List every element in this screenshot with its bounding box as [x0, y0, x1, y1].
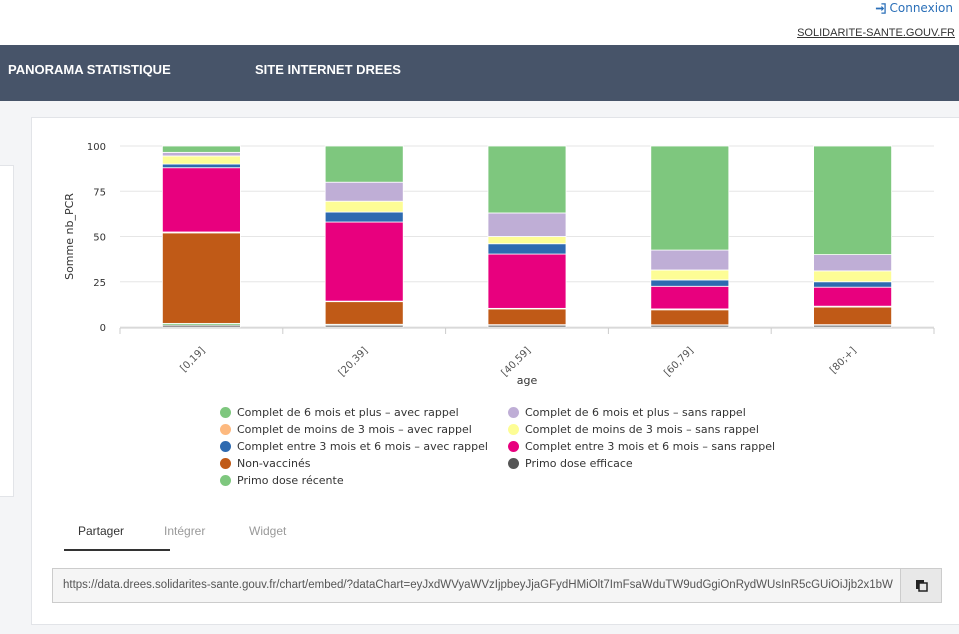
- y-tick-label: 25: [93, 278, 106, 289]
- bar-segment: [813, 286, 892, 307]
- bar-segment: [324, 301, 404, 325]
- bar-segment: [487, 212, 567, 237]
- legend-item[interactable]: Non-vaccinés: [220, 457, 310, 470]
- x-axis-label: age: [517, 374, 538, 387]
- bar-segment: [650, 145, 730, 251]
- legend-item[interactable]: Complet de moins de 3 mois – avec rappel: [220, 423, 472, 436]
- x-tick-label: [80;+]: [828, 345, 859, 376]
- bar-segment: [813, 270, 892, 283]
- login-link[interactable]: Connexion: [875, 1, 954, 15]
- legend-swatch: [508, 441, 519, 452]
- bar-segment: [813, 281, 892, 288]
- bar-segment: [324, 181, 404, 202]
- y-tick-label: 50: [93, 233, 106, 244]
- bar-segment: [161, 232, 241, 324]
- x-tick-label: [0,19]: [178, 345, 207, 374]
- navbar: PANORAMA STATISTIQUE SITE INTERNET DREES: [0, 45, 959, 101]
- bar-segment: [487, 253, 567, 309]
- active-tab-indicator: [64, 549, 170, 551]
- bar-segment: [813, 306, 892, 326]
- legend-swatch: [508, 407, 519, 418]
- sign-in-icon: [875, 2, 886, 14]
- legend-item[interactable]: Complet entre 3 mois et 6 mois – sans ra…: [508, 440, 775, 453]
- bar-segment: [650, 309, 730, 326]
- legend-label: Primo dose efficace: [525, 457, 633, 470]
- share-url-box: https://data.drees.solidarites-sante.gou…: [52, 568, 942, 603]
- bar-segment: [487, 243, 567, 255]
- bar-segment: [161, 167, 241, 233]
- legend-swatch: [220, 475, 231, 486]
- y-tick-label: 100: [87, 142, 106, 153]
- chart-card: 0 25 50 75 100 [0,19] [20,39] [40,59] [60,79] [80…: [31, 117, 959, 625]
- legend-item[interactable]: Complet de moins de 3 mois – sans rappel: [508, 423, 759, 436]
- bar-segment: [487, 308, 567, 326]
- legend-label: Non-vaccinés: [237, 457, 311, 470]
- bar-segment: [324, 221, 404, 302]
- bar-segment: [161, 145, 241, 153]
- nav-panorama-statistique[interactable]: PANORAMA STATISTIQUE: [8, 62, 171, 77]
- bar-segment: [487, 145, 567, 214]
- legend-item[interactable]: Complet de 6 mois et plus – sans rappel: [508, 406, 746, 419]
- bar-segment: [161, 155, 241, 165]
- bar-segment: [650, 285, 730, 310]
- x-tick-label: [60,79]: [662, 345, 696, 379]
- bar-segment: [324, 211, 404, 223]
- legend-swatch: [220, 407, 231, 418]
- legend-label: Complet de 6 mois et plus – sans rappel: [525, 406, 746, 419]
- site-link[interactable]: SOLIDARITE-SANTE.GOUV.FR: [797, 27, 955, 39]
- side-panel: [0, 165, 14, 497]
- legend-swatch: [220, 424, 231, 435]
- y-tick-label: 0: [100, 323, 106, 334]
- tab-integrer[interactable]: Intégrer: [164, 524, 206, 538]
- legend-swatch: [508, 458, 519, 469]
- legend-item[interactable]: Complet de 6 mois et plus – avec rappel: [220, 406, 459, 419]
- bar-segment: [650, 249, 730, 271]
- bar-segment: [487, 236, 567, 245]
- legend-label: Complet entre 3 mois et 6 mois – sans ra…: [525, 440, 776, 453]
- legend-label: Complet de 6 mois et plus – avec rappel: [237, 406, 459, 419]
- legend-label: Complet de moins de 3 mois – sans rappel: [525, 423, 759, 436]
- bar-segment: [650, 279, 730, 287]
- bar-segment: [813, 145, 892, 255]
- y-tick-label: 75: [93, 187, 106, 198]
- legend-label: Primo dose récente: [237, 474, 344, 487]
- tab-widget[interactable]: Widget: [249, 524, 287, 538]
- legend-swatch: [220, 441, 231, 452]
- x-tick-label: [20,39]: [337, 345, 371, 379]
- bar-segment: [650, 269, 730, 281]
- copy-icon: [915, 580, 928, 592]
- legend-item[interactable]: Primo dose efficace: [508, 457, 633, 470]
- bar-segment: [813, 254, 892, 272]
- top-bar: Connexion SOLIDARITE-SANTE.GOUV.FR: [0, 0, 959, 45]
- bar-segment: [161, 151, 241, 157]
- bar-segment: [324, 200, 404, 213]
- legend-swatch: [508, 424, 519, 435]
- share-url-input[interactable]: https://data.drees.solidarites-sante.gou…: [63, 579, 893, 591]
- legend-label: Complet entre 3 mois et 6 mois – avec ra…: [237, 440, 488, 453]
- tab-partager[interactable]: Partager: [78, 524, 125, 538]
- y-axis-label: Somme nb_PCR: [63, 193, 76, 280]
- bar-segment: [324, 145, 404, 183]
- login-label: Connexion: [889, 1, 954, 15]
- legend-label: Complet de moins de 3 mois – avec rappel: [237, 423, 472, 436]
- bar-segment: [161, 163, 241, 169]
- legend-item[interactable]: Primo dose récente: [220, 474, 344, 487]
- copy-button[interactable]: [900, 569, 941, 602]
- legend-item[interactable]: Complet entre 3 mois et 6 mois – avec ra…: [220, 440, 488, 453]
- legend-swatch: [220, 458, 231, 469]
- nav-site-internet-drees[interactable]: SITE INTERNET DREES: [255, 62, 401, 77]
